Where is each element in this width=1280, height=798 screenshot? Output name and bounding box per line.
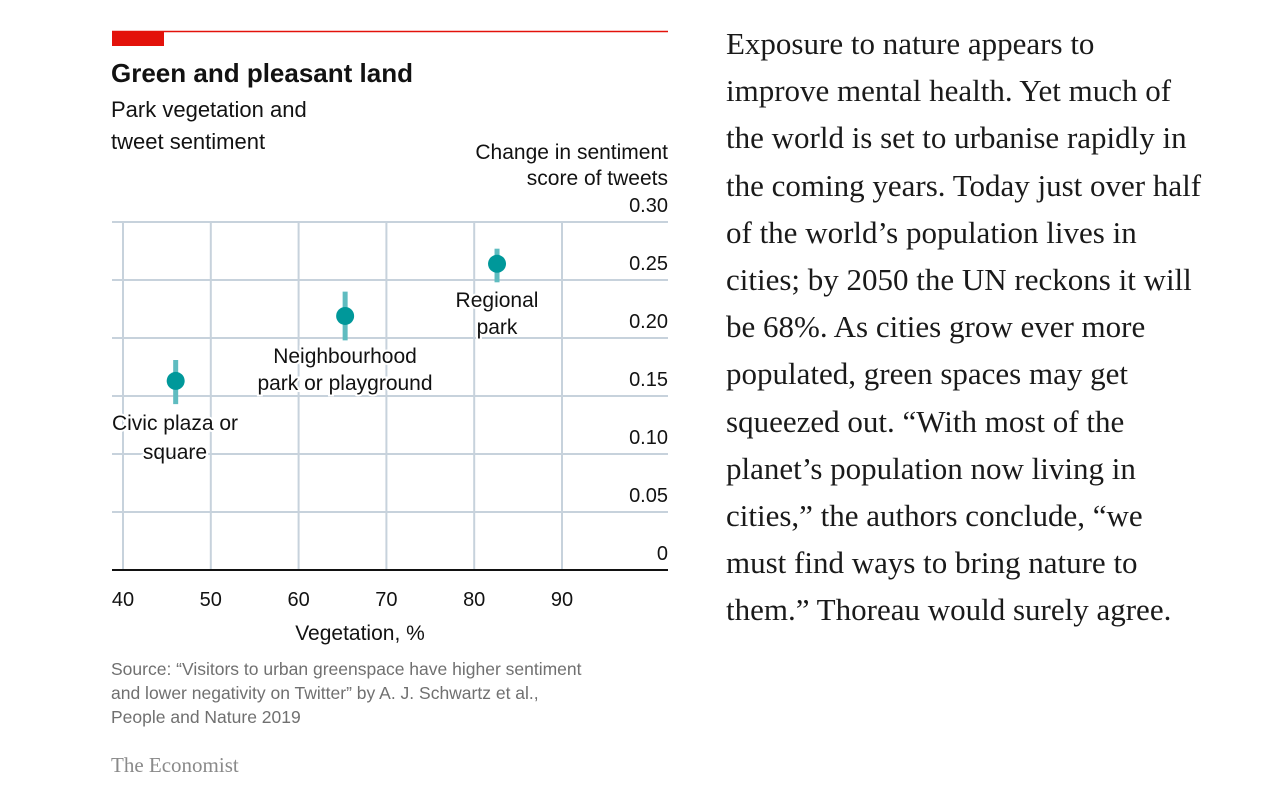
x-tick-label: 90 — [551, 589, 573, 611]
article-line: the world is set to urbanise rapidly in — [726, 120, 1187, 156]
source-note: People and Nature 2019 — [111, 707, 301, 727]
article-line: must find ways to bring nature to — [726, 545, 1138, 581]
article-line: of the world’s population lives in — [726, 214, 1137, 250]
chart-subtitle: tweet sentiment — [111, 129, 265, 154]
point-label: Civic plaza or — [112, 412, 238, 435]
x-tick-label: 70 — [375, 589, 397, 611]
data-point — [336, 306, 355, 325]
point-label: Neighbourhood — [273, 345, 417, 368]
x-tick-label: 60 — [287, 589, 309, 611]
y-tick-label: 0 — [657, 543, 668, 565]
y-tick-label: 0.15 — [629, 369, 668, 391]
y-tick-label: 0.10 — [629, 427, 668, 449]
y-axis-label: Change in sentiment — [475, 141, 668, 164]
y-tick-label: 0.30 — [629, 195, 668, 217]
x-tick-label: 40 — [112, 589, 134, 611]
y-axis-label: score of tweets — [527, 167, 668, 190]
article-line: cities,” the authors conclude, “we — [726, 498, 1143, 534]
article-line: Exposure to nature appears to — [726, 26, 1095, 61]
data-point — [488, 254, 507, 273]
y-tick-label: 0.05 — [629, 485, 668, 507]
x-axis-label: Vegetation, % — [295, 622, 425, 645]
article-line: cities; by 2050 the UN reckons it will — [726, 262, 1192, 298]
publisher-logo: The Economist — [111, 753, 239, 777]
chart: Green and pleasant land Park vegetation a… — [110, 30, 668, 777]
article-line: the coming years. Today just over half — [726, 167, 1202, 203]
point-label: park — [477, 316, 518, 339]
data-point — [166, 371, 185, 390]
source-note: and lower negativity on Twitter” by A. J… — [111, 683, 539, 703]
article-line: squeezed out. “With most of the — [726, 403, 1125, 439]
article-line: planet’s population now living in — [726, 450, 1136, 486]
x-tick-label: 50 — [200, 589, 222, 611]
article-line: improve mental health. Yet much of — [726, 73, 1172, 109]
y-tick-label: 0.20 — [629, 311, 668, 333]
point-label: Regional — [456, 289, 539, 312]
x-tick-label: 80 — [463, 589, 485, 611]
point-label: square — [143, 441, 207, 464]
chart-title: Green and pleasant land — [111, 58, 413, 88]
article-line: them.” Thoreau would surely agree. — [726, 592, 1172, 628]
source-note: Source: “Visitors to urban greenspace ha… — [111, 659, 582, 679]
chart-subtitle: Park vegetation and — [111, 97, 307, 122]
y-tick-label: 0.25 — [629, 253, 668, 275]
point-label: park or playground — [257, 372, 432, 395]
red-tag — [112, 31, 164, 46]
article-line: populated, green spaces may get — [726, 356, 1128, 392]
article-line: be 68%. As cities grow ever more — [726, 309, 1146, 345]
article-text: Exposure to nature appears to improve men… — [726, 20, 1201, 634]
